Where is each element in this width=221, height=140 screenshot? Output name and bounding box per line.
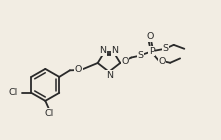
Text: N: N <box>99 46 107 55</box>
Text: P: P <box>149 47 154 56</box>
Text: S: S <box>138 51 144 60</box>
Text: N: N <box>106 71 113 80</box>
Text: N: N <box>111 46 118 55</box>
Text: Cl: Cl <box>45 109 54 118</box>
Text: S: S <box>162 44 168 53</box>
Text: Cl: Cl <box>8 88 17 97</box>
Text: O: O <box>158 57 166 66</box>
Text: O: O <box>75 65 82 74</box>
Text: O: O <box>146 32 154 41</box>
Text: O: O <box>121 57 129 66</box>
